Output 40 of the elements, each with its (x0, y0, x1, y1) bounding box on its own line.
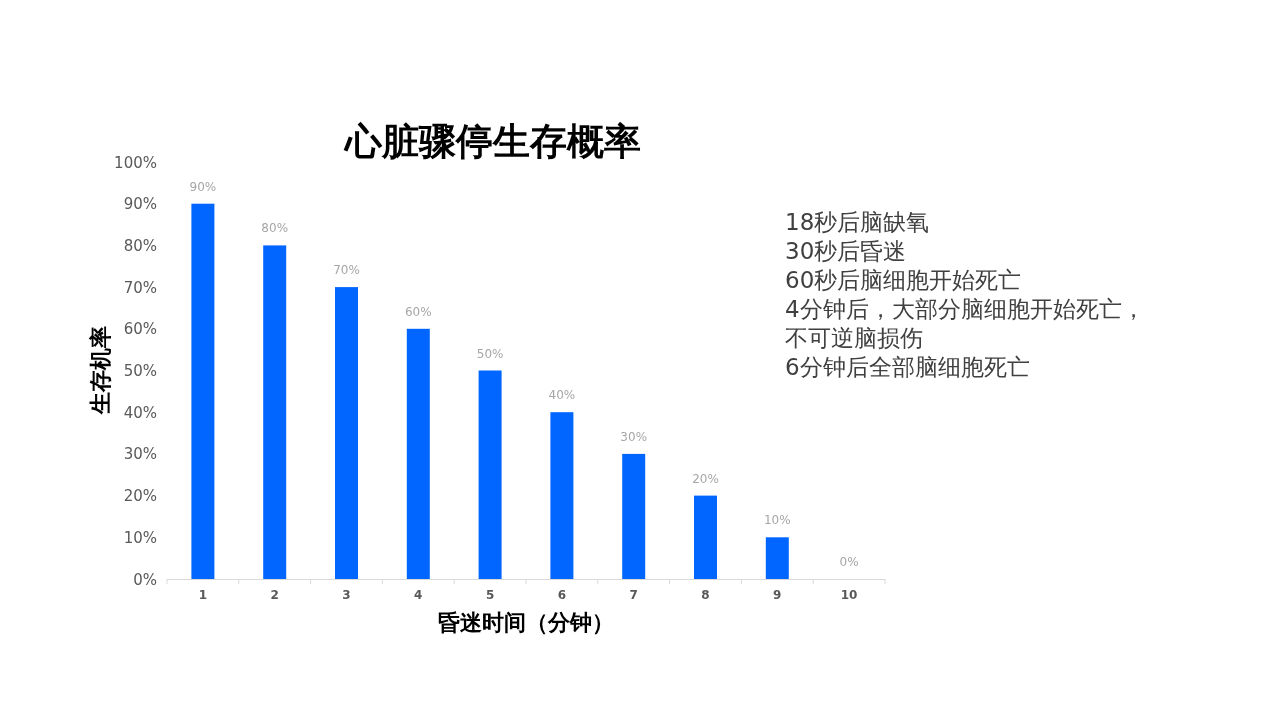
ylabel: 生存机率 (88, 326, 113, 414)
x-tick-label: 8 (701, 588, 710, 602)
y-tick-label: 40% (123, 403, 157, 422)
data-label: 20% (692, 471, 719, 486)
x-tick-label: 9 (773, 588, 782, 602)
data-label: 30% (620, 429, 648, 444)
annotation: 30秒后昏迷 (785, 238, 907, 264)
x-tick-label: 7 (629, 588, 638, 602)
y-tick-label: 10% (123, 528, 157, 547)
data-label: 10% (763, 513, 791, 528)
y-tick-label: 80% (123, 236, 157, 255)
annotation: 18秒后脑缺氧 (785, 209, 930, 235)
x-tick-label: 4 (414, 588, 423, 602)
y-tick-label: 0% (133, 570, 157, 589)
x-tick-label: 2 (270, 588, 279, 602)
data-label: 50% (476, 346, 504, 361)
annotation: 60秒后脑细胞开始死亡 (785, 267, 1022, 293)
y-tick-label: 20% (123, 487, 157, 506)
x-tick-label: 3 (342, 588, 351, 602)
data-label: 80% (261, 221, 289, 236)
data-label: 40% (548, 388, 576, 403)
x-tick-label: 6 (557, 588, 567, 602)
data-label: 0% (839, 555, 859, 569)
annotation: 4分钟后，大部分脑细胞开始死亡， (785, 296, 1145, 322)
x-tick-label: 1 (198, 588, 208, 602)
x-tick-label: 5 (485, 588, 495, 602)
data-label: 90% (189, 179, 217, 194)
title: 心脏骤停生存概率 (345, 120, 641, 163)
xlabel: 昏迷时间（分钟） (438, 610, 614, 635)
annotation: 6分钟后全部脑细胞死亡 (785, 354, 1030, 380)
data-label: 70% (333, 263, 360, 278)
y-tick-label: 30% (123, 445, 157, 464)
data-label: 60% (404, 304, 432, 319)
y-tick-label: 90% (123, 195, 157, 214)
y-tick-label: 50% (123, 362, 157, 380)
x-tick-label: 10 (840, 588, 858, 602)
y-tick-label: 100% (114, 153, 157, 172)
annotation: 不可逆脑损伤 (785, 325, 923, 351)
y-tick-label: 70% (123, 278, 157, 297)
y-tick-label: 60% (123, 320, 157, 339)
